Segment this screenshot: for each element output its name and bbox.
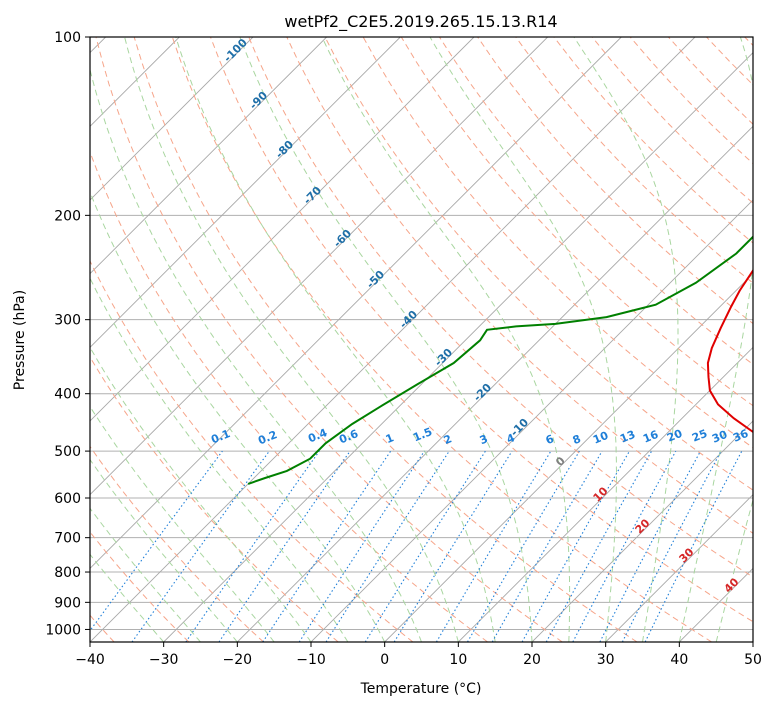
mixing-ratio-label: 8	[571, 432, 583, 447]
temperature-line	[706, 268, 753, 434]
x-tick-label: 20	[523, 652, 541, 668]
y-tick-label: 100	[54, 30, 81, 46]
moist-adiabat-line	[124, 37, 459, 642]
plot-area: 0.1 0.2 0.4 0.6 1 1.5 2 3 4 6 8 10 13 16 20 25 30 36-100-…	[90, 37, 753, 642]
isotherm-line	[531, 420, 753, 642]
mixing-ratio-label: 25	[690, 427, 709, 445]
mixing-ratio-label: 30	[710, 428, 729, 446]
y-axis-ticks: 1000 900 800 700 600 500 400 300 200 100	[45, 30, 90, 638]
mixing-ratio-line	[185, 450, 320, 642]
mixing-ratio-label: 3	[478, 432, 490, 447]
x-axis-ticks: −40 −30 −20 −10 0 10 20 30 40 50	[75, 642, 762, 668]
y-tick-label: 400	[54, 387, 81, 403]
dry-adiabats	[90, 37, 753, 642]
x-tick-label: −20	[223, 652, 253, 668]
moist-adiabat-line	[175, 37, 496, 642]
isotherm-line	[163, 52, 753, 642]
mixing-ratio-line	[262, 450, 392, 642]
x-tick-label: −30	[149, 652, 179, 668]
mixing-ratio-line	[545, 450, 653, 642]
moist-adiabat-line	[715, 498, 753, 642]
mixing-ratio-label: 36	[731, 427, 750, 445]
y-tick-label: 1000	[45, 622, 81, 638]
dry-adiabat-line	[248, 37, 753, 578]
mixing-ratio-label: 10	[591, 429, 610, 447]
mixing-ratio-label: 13	[618, 428, 637, 446]
moist-adiabat-line	[90, 507, 201, 642]
mixing-ratio-line	[644, 450, 743, 642]
moist-adiabat-line	[573, 37, 679, 642]
x-tick-label: 0	[380, 652, 389, 668]
mixing-ratio-line	[298, 450, 425, 642]
mixing-ratio-line	[218, 450, 351, 642]
dry-adiabat-line	[90, 445, 264, 642]
isotherm-line	[90, 37, 548, 496]
moist-adiabat-line	[90, 277, 349, 642]
isotherm-line	[90, 37, 622, 569]
moist-adiabat-line	[90, 553, 165, 642]
chart-title: wetPf2_C2E5.2019.265.15.13.R14	[284, 12, 557, 32]
mixing-ratio-label: 20	[665, 427, 684, 445]
isotherm-line	[237, 125, 753, 642]
plot-frame	[89, 36, 754, 643]
x-tick-label: −40	[75, 652, 105, 668]
isotherm-line	[90, 37, 254, 201]
y-tick-label: 800	[54, 565, 81, 581]
mixing-ratio-lines	[90, 450, 743, 642]
dry-adiabat-line	[286, 37, 753, 534]
dry-adiabat-line	[95, 37, 563, 642]
moist-adiabat-line	[429, 37, 617, 642]
dry-adiabat-line	[171, 37, 712, 642]
x-tick-label: −10	[296, 652, 326, 668]
moist-adiabat-line	[90, 346, 312, 642]
y-tick-label: 600	[54, 491, 81, 507]
mixing-ratio-label: 1	[384, 431, 396, 446]
moist-adiabat-line	[678, 37, 753, 642]
sounding-series	[247, 235, 753, 485]
mixing-ratio-line	[393, 450, 513, 642]
mixing-ratio-line	[572, 450, 677, 642]
mixing-ratio-line	[131, 450, 270, 642]
isotherm-line	[90, 37, 475, 422]
dry-adiabat-line	[515, 37, 753, 284]
moist-adiabat-line	[90, 458, 238, 642]
y-tick-label: 500	[54, 444, 81, 460]
isotherm-line	[605, 494, 753, 642]
mixing-ratio-label: 2	[442, 432, 454, 447]
moist-adiabat-line	[90, 190, 386, 642]
moist-adiabat-line	[239, 37, 533, 642]
x-tick-label: 50	[744, 652, 762, 668]
y-tick-label: 300	[54, 313, 81, 329]
dry-adiabat-line	[90, 259, 414, 642]
mixing-ratio-label: 16	[641, 428, 660, 446]
y-tick-label: 900	[54, 595, 81, 611]
isotherm-line	[90, 37, 327, 275]
mixing-ratio-line	[90, 450, 223, 632]
mixing-ratio-line	[521, 450, 630, 642]
moist-adiabats	[90, 37, 753, 642]
dry-adiabat-line	[210, 37, 753, 623]
moist-adiabat-line	[321, 37, 571, 642]
y-tick-label: 200	[54, 208, 81, 224]
adiabat-labels: 0.1 0.2 0.4 0.6 1 1.5 2 3 4 6 8 10 13 16 20 25 30 36-100-…	[209, 37, 750, 596]
x-tick-label: 30	[597, 652, 615, 668]
y-axis-label: Pressure (hPa)	[12, 290, 28, 390]
moist-adiabat-line	[90, 67, 422, 642]
moist-adiabat-line	[90, 405, 275, 642]
dry-adiabat-line	[324, 37, 753, 491]
dry-adiabat-line	[90, 356, 339, 642]
isotherm-line	[90, 37, 401, 348]
isotherm-line	[384, 273, 753, 642]
dry-adiabat-line	[133, 37, 638, 642]
x-tick-label: 40	[670, 652, 688, 668]
mixing-ratio-line	[325, 450, 450, 642]
x-axis-label: Temperature (°C)	[360, 681, 482, 697]
x-tick-label: 10	[449, 652, 467, 668]
dewpoint-line	[247, 235, 753, 485]
isotherm-line	[458, 346, 753, 642]
y-tick-label: 700	[54, 531, 81, 547]
